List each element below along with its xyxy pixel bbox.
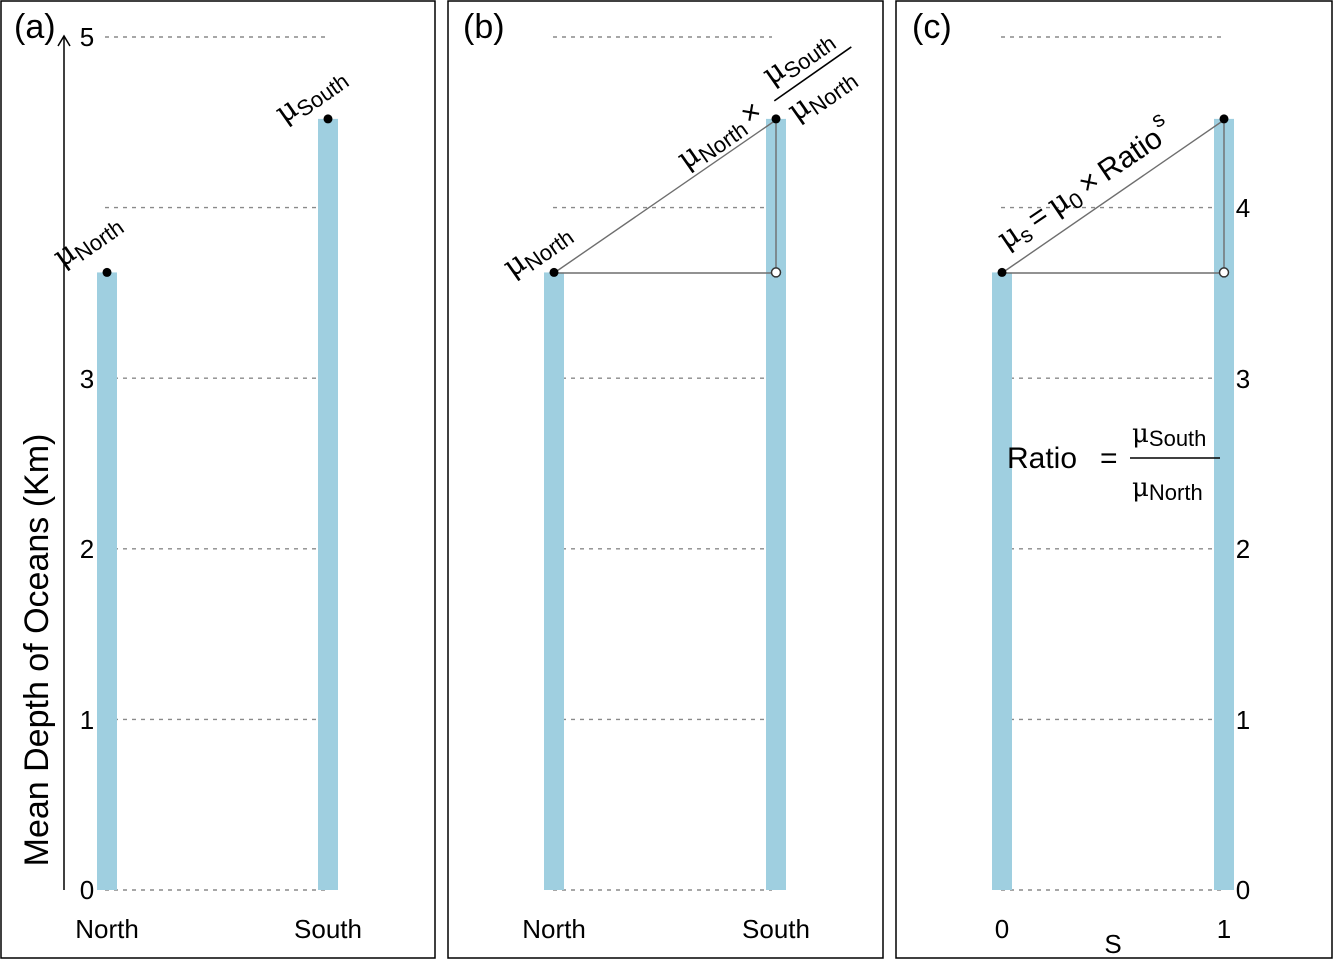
mu-north-label-a: μNorth <box>47 204 129 277</box>
bar-south <box>318 118 338 890</box>
y-tick-c-0: 0 <box>1236 875 1250 905</box>
y-tick-c-3: 3 <box>1236 364 1250 394</box>
y-tick-c-4: 4 <box>1236 193 1250 223</box>
panel-c-frame <box>895 0 1333 959</box>
reference-open-point <box>1218 267 1230 278</box>
data-point-south <box>323 114 333 124</box>
mu-south-label-a: μSouth <box>269 58 354 133</box>
fraction-bar-b <box>773 46 852 102</box>
bar-south <box>766 118 786 890</box>
product-mu-north: μNorth× <box>671 93 770 179</box>
ratio-label: Ratio <box>1007 442 1077 475</box>
data-point-north <box>102 267 112 277</box>
mu-north-label-b: μNorth <box>497 214 579 287</box>
model-formula-c: μs=μ0×Ratios <box>986 106 1182 259</box>
y-tick-1: 1 <box>80 705 94 735</box>
reference-open-point <box>770 267 782 278</box>
y-axis-label: Mean Depth of Oceans (Km) <box>18 434 56 867</box>
y-tick-0: 0 <box>80 875 94 905</box>
panel-c-label: (c) <box>912 8 952 46</box>
ratio-definition-c: Ratio = μSouth μNorth <box>1007 419 1220 505</box>
x-tick-c-0: 0 <box>995 914 1009 944</box>
x-tick-south: South <box>294 914 362 944</box>
ratio-denominator: μNorth <box>1132 473 1203 505</box>
slope-line-b <box>553 119 777 274</box>
panel-a-frame <box>0 0 436 959</box>
panel-b-frame <box>447 0 884 959</box>
y-tick-5: 5 <box>80 22 94 52</box>
x-tick-c-1: 1 <box>1217 914 1231 944</box>
y-tick-2: 2 <box>80 534 94 564</box>
data-point-1 <box>1219 114 1229 124</box>
y-tick-c-1: 1 <box>1236 705 1250 735</box>
y-tick-3: 3 <box>80 364 94 394</box>
panel-a-label: (a) <box>14 8 56 46</box>
bar-north <box>97 272 117 891</box>
x-axis-label-c: s <box>1104 929 1121 959</box>
x-tick-south-b: South <box>742 914 810 944</box>
bar-1 <box>1214 118 1234 890</box>
x-tick-north: North <box>75 914 139 944</box>
slope-line-c <box>1001 119 1225 274</box>
data-point-south <box>771 114 781 124</box>
data-point-north <box>549 267 559 277</box>
ratio-numerator: μSouth <box>1132 419 1206 451</box>
bar-north <box>544 272 564 891</box>
panel-b-label: (b) <box>463 8 505 46</box>
y-axis-arrow-icon <box>57 34 71 47</box>
y-tick-c-2: 2 <box>1236 534 1250 564</box>
x-tick-north-b: North <box>522 914 586 944</box>
data-point-0 <box>997 267 1007 277</box>
ratio-equals: = <box>1100 442 1118 475</box>
bar-0 <box>992 272 1012 891</box>
